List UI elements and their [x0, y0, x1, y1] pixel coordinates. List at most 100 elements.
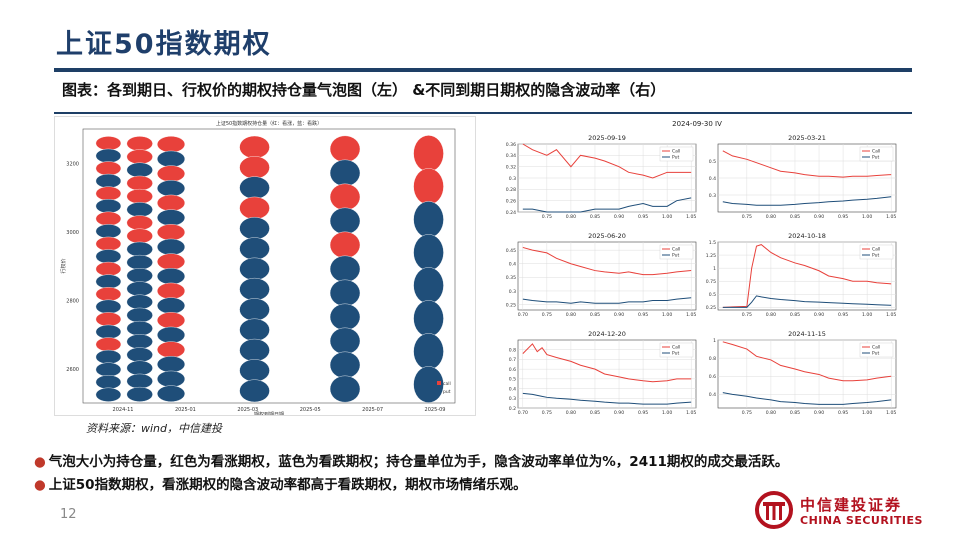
bullet-2: ● 上证50指数期权，看涨期权的隐含波动率都高于看跌期权，期权市场情绪乐观。 — [34, 473, 527, 493]
put-bubble — [413, 267, 444, 304]
y-tick-label: 0.3 — [709, 193, 716, 199]
put-bubble — [95, 387, 122, 402]
call-bubble — [413, 135, 444, 172]
y-tick-label: 0.28 — [506, 187, 516, 193]
x-tick-label: 0.90 — [614, 214, 624, 220]
legend-label: Put — [672, 351, 679, 357]
legend-label: Put — [872, 155, 879, 161]
iv-panel: 2025-06-20 0.25 0.3 0.35 0.4 0.45 0.70 0.75 0.80… — [506, 232, 697, 318]
put-bubble — [157, 370, 186, 388]
put-bubble — [157, 326, 186, 344]
x-tick-label: 0.75 — [542, 312, 552, 318]
call-bubble — [329, 135, 361, 163]
legend-call-label: call — [443, 381, 451, 387]
y-tick-label: 0.4 — [709, 392, 716, 398]
put-iv-line — [722, 295, 892, 308]
call-bubble — [413, 168, 444, 205]
call-bubble — [239, 196, 270, 220]
x-tick-label: 0.75 — [742, 214, 752, 220]
x-tick-label: 0.90 — [814, 312, 824, 318]
x-tick-label: 2025-01 — [175, 407, 196, 413]
put-bubble — [126, 334, 153, 350]
y-tick-label: 0.36 — [506, 142, 516, 148]
x-tick-label: 1.00 — [662, 312, 672, 318]
title-divider — [54, 68, 912, 72]
x-tick-label: 1.00 — [862, 214, 872, 220]
call-bubble — [95, 236, 122, 251]
y-tick-label: 0.26 — [506, 198, 516, 204]
put-bubble — [95, 199, 122, 214]
put-bubble — [126, 360, 153, 376]
put-bubble — [126, 202, 153, 218]
call-bubble — [95, 136, 122, 151]
put-bubble — [239, 298, 270, 321]
call-bubble — [157, 253, 186, 270]
put-bubble — [95, 249, 122, 264]
source-note: 资料来源：wind，中信建投 — [86, 422, 223, 435]
company-logo-icon — [755, 491, 793, 529]
put-iv-line — [722, 196, 892, 206]
put-bubble — [95, 274, 122, 289]
call-bubble — [157, 194, 186, 212]
legend-label: Call — [872, 247, 880, 253]
put-bubble — [95, 173, 122, 189]
put-bubble — [239, 176, 270, 200]
iv-panel: 2024-11-15 0.4 0.6 0.8 1 0.75 0.80 0.85 0.90 0.95… — [709, 330, 897, 416]
x-tick-label: 0.95 — [638, 214, 648, 220]
y-tick-label: 0.5 — [709, 292, 716, 298]
call-iv-line — [522, 143, 692, 179]
put-bubble — [413, 300, 444, 337]
put-bubble — [126, 294, 153, 310]
call-iv-line — [522, 246, 692, 276]
y-tick-label: 1.5 — [709, 240, 716, 246]
y-tick-label: 0.34 — [506, 153, 516, 159]
put-bubble — [157, 356, 186, 373]
put-bubble — [157, 180, 186, 197]
x-tick-label: 0.85 — [590, 312, 600, 318]
panel-title: 2024-12-20 — [588, 330, 626, 338]
x-tick-label: 0.95 — [838, 214, 848, 220]
x-tick-label: 1.00 — [862, 312, 872, 318]
x-tick-label: 2025-03 — [237, 407, 258, 413]
legend-call-swatch — [437, 381, 441, 385]
x-tick-label: 1.05 — [686, 410, 696, 414]
call-bubble — [157, 165, 186, 182]
x-tick-label: 0.85 — [590, 214, 600, 220]
y-tick-label: 0.2 — [509, 406, 516, 412]
put-bubble — [95, 362, 122, 377]
put-bubble — [329, 327, 361, 355]
x-tick-label: 0.70 — [518, 312, 528, 318]
y-tick-label: 0.8 — [509, 348, 516, 354]
put-bubble — [413, 366, 444, 403]
x-tick-label: 0.80 — [566, 312, 576, 318]
put-bubble — [329, 351, 361, 379]
put-iv-line — [522, 297, 692, 304]
put-bubble — [239, 359, 270, 382]
put-bubble — [95, 324, 122, 339]
put-bubble — [126, 307, 153, 323]
legend-label: Call — [672, 149, 680, 155]
x-tick-label: 0.75 — [742, 312, 752, 318]
y-tick-label: 0.4 — [509, 386, 516, 392]
y-tick-label: 0.6 — [509, 367, 516, 373]
x-tick-label: 0.95 — [838, 312, 848, 318]
bullet-marker: ● — [34, 454, 46, 470]
y-tick-label: 0.4 — [509, 262, 516, 268]
x-tick-label: 0.95 — [838, 410, 848, 414]
company-name-en: CHINA SECURITIES — [800, 514, 923, 527]
put-bubble — [126, 281, 153, 297]
x-tick-label: 0.75 — [742, 410, 752, 414]
x-tick-label: 0.80 — [766, 410, 776, 414]
put-bubble — [239, 379, 270, 403]
put-bubble — [329, 159, 361, 187]
x-tick-label: 1.05 — [886, 214, 896, 220]
page-title: 上证50指数期权 — [56, 29, 272, 60]
put-bubble — [239, 257, 270, 281]
call-bubble — [95, 161, 122, 176]
panel-title: 2024-11-15 — [788, 330, 826, 338]
x-tick-label: 1.00 — [662, 214, 672, 220]
put-bubble — [329, 375, 361, 403]
put-bubble — [157, 238, 186, 256]
y-tick-label: 0.32 — [506, 164, 516, 170]
iv-chart-grid: 2024-09-30 IV 2025-09-19 0.24 0.26 0.28 0.3 0.… — [482, 116, 912, 416]
